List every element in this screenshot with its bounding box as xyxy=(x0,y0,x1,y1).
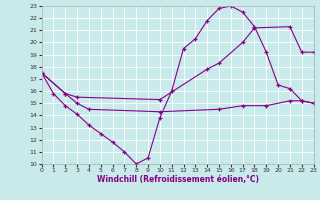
X-axis label: Windchill (Refroidissement éolien,°C): Windchill (Refroidissement éolien,°C) xyxy=(97,175,259,184)
